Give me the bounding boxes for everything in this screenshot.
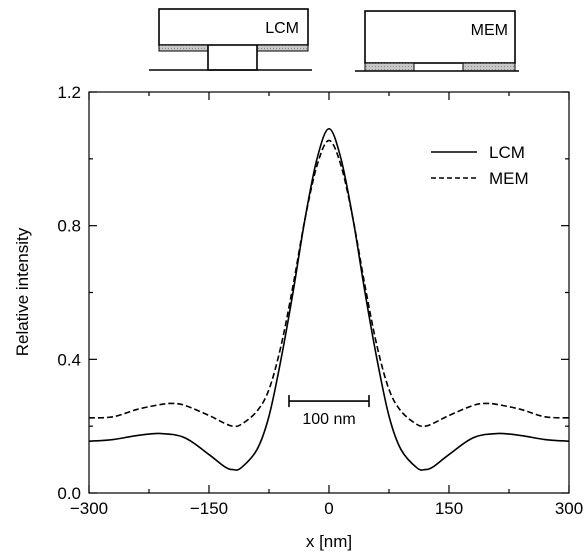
y-tick-label: 1.2 [57,83,81,102]
inset-mem-block [364,10,516,64]
x-tick-label: 150 [435,499,463,518]
y-tick-label: 0.8 [57,217,81,236]
x-tick-label: 0 [324,499,333,518]
inset-lcm-coating-left [158,44,209,52]
y-tick-label: 0.4 [57,350,81,369]
inset-mem-label: MEM [471,22,508,39]
legend-label-mem: MEM [489,169,529,188]
x-axis [88,92,570,493]
inset-mem: MEM [355,10,519,72]
series-layer [88,127,570,471]
x-tick-label: −300 [70,499,108,518]
scale-bar: 100 nm [288,395,370,428]
x-tick-labels: −300 −150 0 150 300 [70,499,583,518]
inset-lcm-block [158,8,309,46]
inset-lcm-label: LCM [265,20,299,37]
series-line-lcm [88,127,570,471]
x-tick-label: 300 [555,499,583,518]
x-axis-title: x [nm] [306,532,352,551]
y-axis [89,91,569,494]
y-tick-labels: 0.0 0.4 0.8 1.2 [57,83,81,503]
inset-mem-coating-right [462,62,516,72]
inset-lcm-coating-right [256,44,309,52]
legend: LCM MEM [431,143,529,188]
y-tick-label: 0.0 [57,484,81,503]
legend-label-lcm: LCM [489,143,525,162]
inset-lcm: LCM [149,8,312,71]
x-tick-label: −150 [190,499,228,518]
series-line-mem [88,139,570,428]
scale-bar-label: 100 nm [302,411,355,428]
y-axis-title: Relative intensity [13,227,32,356]
inset-mem-coating-left [364,62,415,72]
inset-lcm-aperture [207,45,258,71]
